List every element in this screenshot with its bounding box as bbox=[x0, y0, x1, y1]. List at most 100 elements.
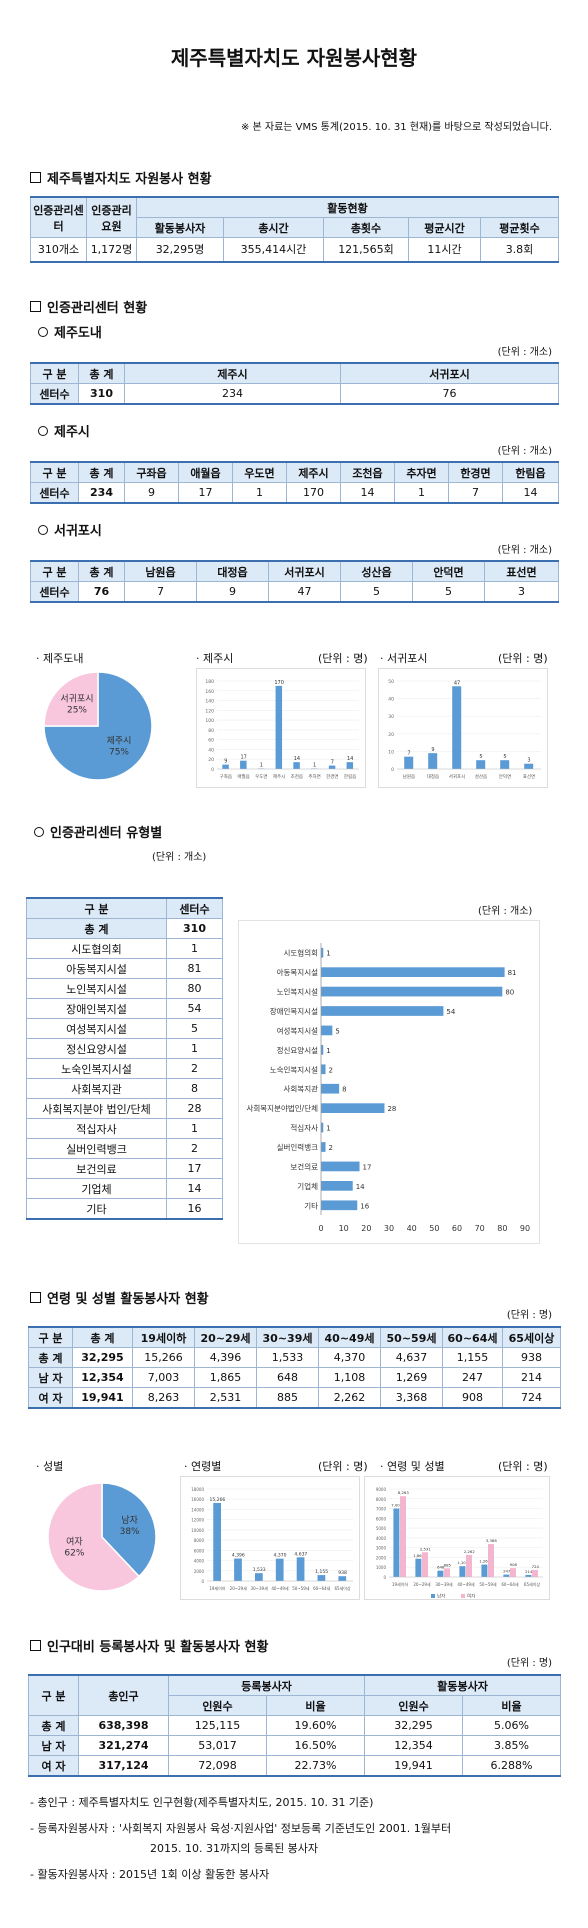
pie-slice bbox=[43, 671, 99, 727]
y-tick-label: 4000 bbox=[376, 1536, 387, 1541]
bar bbox=[321, 1122, 324, 1133]
pie-slice-label: 제주시 bbox=[107, 736, 132, 747]
subheading-jeju-si: 제주시 bbox=[38, 421, 90, 440]
y-tick-label: 7000 bbox=[376, 1507, 387, 1512]
y-tick-label: 40 bbox=[388, 697, 394, 703]
bar bbox=[466, 1554, 472, 1577]
pie-slice-label: 여자 bbox=[66, 1536, 83, 1548]
bar bbox=[510, 1568, 516, 1577]
x-tick-label: 50 bbox=[429, 1224, 439, 1233]
bar bbox=[488, 1544, 494, 1577]
x-tick-label: 표선면 bbox=[523, 773, 535, 780]
footnote-active: - 활동자원봉사자 : 2015년 1회 이상 활동한 봉사자 bbox=[30, 1868, 270, 1881]
bar bbox=[452, 686, 462, 769]
bar bbox=[321, 986, 503, 997]
x-tick-label: 한경면 bbox=[326, 773, 338, 780]
pie-slice-label: 75% bbox=[109, 748, 129, 758]
table-row: 아동복지시설 81 bbox=[26, 958, 223, 979]
table-row: 남 자 12,354 7,003 1,865 648 1,108 1,269 247 214 bbox=[28, 1367, 561, 1388]
x-tick-label: 20~29세 bbox=[230, 1585, 248, 1591]
footnote-population: - 총인구 : 제주특별자치도 인구현황(제주특별자치도, 2015. 10. … bbox=[30, 1796, 374, 1809]
bar-value-label: 724 bbox=[532, 1564, 540, 1569]
bar-chart-jeju-si: 020406080100120140160180구좌읍9애월읍17우도면1제주시… bbox=[205, 679, 359, 780]
bar-value-label: 16 bbox=[360, 1202, 369, 1210]
table-population: 구 분 총인구 등록봉사자 활동봉사자 인원수 비율 인원수 비율 총 계 638,398 12… bbox=[28, 1674, 562, 1777]
pie-slice bbox=[47, 1482, 141, 1592]
bar-chart-jeju-si-frame: 0 20 40 60 80 100 120 140 160 180 구좌읍 9 애월읍 17 우도면 1 제주시… bbox=[196, 668, 366, 788]
bar-value-label: 14 bbox=[347, 756, 353, 762]
y-tick-label: 16000 bbox=[191, 1497, 204, 1502]
y-tick-label: 노숙인복지시설 bbox=[270, 1064, 318, 1074]
y-tick-label: 8000 bbox=[376, 1497, 387, 1502]
bar bbox=[321, 1103, 385, 1113]
circle-bullet-icon bbox=[38, 525, 48, 535]
bar bbox=[503, 1574, 510, 1577]
table-row: 기업체 14 bbox=[26, 1178, 223, 1199]
pie-slice-label: 서귀포시 bbox=[60, 694, 93, 705]
y-tick-label: 10 bbox=[388, 749, 394, 755]
x-tick-label: 19세이하 bbox=[392, 1581, 408, 1587]
x-tick-label: 10 bbox=[339, 1224, 349, 1233]
y-tick-label: 2000 bbox=[194, 1569, 205, 1574]
bar-chart-age: 0 2000 4000 6000 8000 10000 12000 14000 16000 180… bbox=[191, 1487, 353, 1591]
bar-value-label: 4,370 bbox=[274, 1553, 287, 1559]
bar-value-label: 5 bbox=[479, 754, 482, 760]
bar bbox=[444, 1568, 450, 1577]
bar bbox=[500, 760, 510, 769]
y-tick-label: 6000 bbox=[194, 1548, 205, 1553]
table-row: 여 자 317,124 72,098 22.73% 19,941 6.288% bbox=[28, 1755, 562, 1777]
bar-value-label: 1,108 bbox=[457, 1560, 468, 1565]
y-tick-label: 정신요양시설 bbox=[277, 1045, 318, 1055]
bar bbox=[532, 1569, 538, 1577]
bar-value-label: 7 bbox=[331, 760, 334, 766]
unit-label: (단위 : 명) bbox=[506, 1658, 552, 1669]
legend-label: 여자 bbox=[467, 1593, 476, 1600]
y-tick-label: 4000 bbox=[194, 1559, 205, 1564]
unit-label: (단위 : 명) bbox=[506, 1310, 552, 1321]
section-heading-centers: 인증관리센터 현황 bbox=[30, 297, 147, 316]
x-tick-label: 0 bbox=[318, 1224, 323, 1233]
chart-unit: (단위 : 명) bbox=[498, 1460, 548, 1473]
unit-label: (단위 : 개소) bbox=[152, 852, 207, 863]
bar-value-label: 2,531 bbox=[420, 1546, 431, 1551]
bar bbox=[275, 1558, 284, 1581]
y-tick-label: 장애인복지시설 bbox=[270, 1006, 318, 1016]
x-tick-label: 안덕면 bbox=[499, 773, 511, 780]
bar-value-label: 2 bbox=[329, 1066, 333, 1074]
square-bullet-icon bbox=[30, 172, 41, 183]
bar bbox=[437, 1570, 444, 1577]
y-tick-label: 실버인력뱅크 bbox=[277, 1142, 318, 1152]
bar bbox=[240, 760, 247, 769]
table-row: 센터수 310 234 76 bbox=[30, 383, 559, 405]
legend-swatch bbox=[461, 1594, 465, 1598]
y-tick-label: 60 bbox=[208, 738, 214, 744]
x-tick-label: 65세이상 bbox=[335, 1585, 351, 1591]
bar-value-label: 14 bbox=[294, 756, 300, 762]
x-tick-label: 애월읍 bbox=[237, 773, 249, 780]
y-tick-label: 0 bbox=[201, 1579, 204, 1584]
bar-value-label: 1,155 bbox=[315, 1569, 328, 1575]
y-tick-label: 0 bbox=[391, 767, 394, 773]
bar bbox=[428, 753, 438, 769]
y-tick-label: 1000 bbox=[376, 1565, 387, 1570]
bar-value-label: 81 bbox=[508, 969, 517, 977]
bar bbox=[476, 760, 486, 769]
bar bbox=[321, 1200, 358, 1211]
x-tick-label: 20 bbox=[361, 1224, 371, 1233]
y-tick-label: 기업체 bbox=[297, 1181, 318, 1191]
pie-slice-label: 62% bbox=[64, 1549, 84, 1559]
bar-chart-seogwipo-frame: 0 10 20 30 40 50 남원읍 7 대정읍 9 서귀포시 47 성산읍 5 안덕면 5 표선면 3 bbox=[378, 668, 548, 788]
bar-value-label: 247 bbox=[503, 1569, 511, 1574]
bar-value-label: 1,269 bbox=[479, 1559, 490, 1564]
x-tick-label: 30 bbox=[384, 1224, 394, 1233]
subheading-seogwipo: 서귀포시 bbox=[38, 520, 102, 539]
bar bbox=[524, 763, 534, 769]
y-tick-label: 18000 bbox=[191, 1487, 204, 1492]
circle-bullet-icon bbox=[34, 827, 44, 837]
chart-title-age-gender: · 연령 및 성별 bbox=[380, 1460, 445, 1473]
pie-slice-label: 25% bbox=[67, 706, 87, 716]
y-tick-label: 아동복지시설 bbox=[277, 967, 318, 977]
source-note: ※ 본 자료는 VMS 통계(2015. 10. 31 현재)를 바탕으로 작성… bbox=[240, 122, 552, 133]
